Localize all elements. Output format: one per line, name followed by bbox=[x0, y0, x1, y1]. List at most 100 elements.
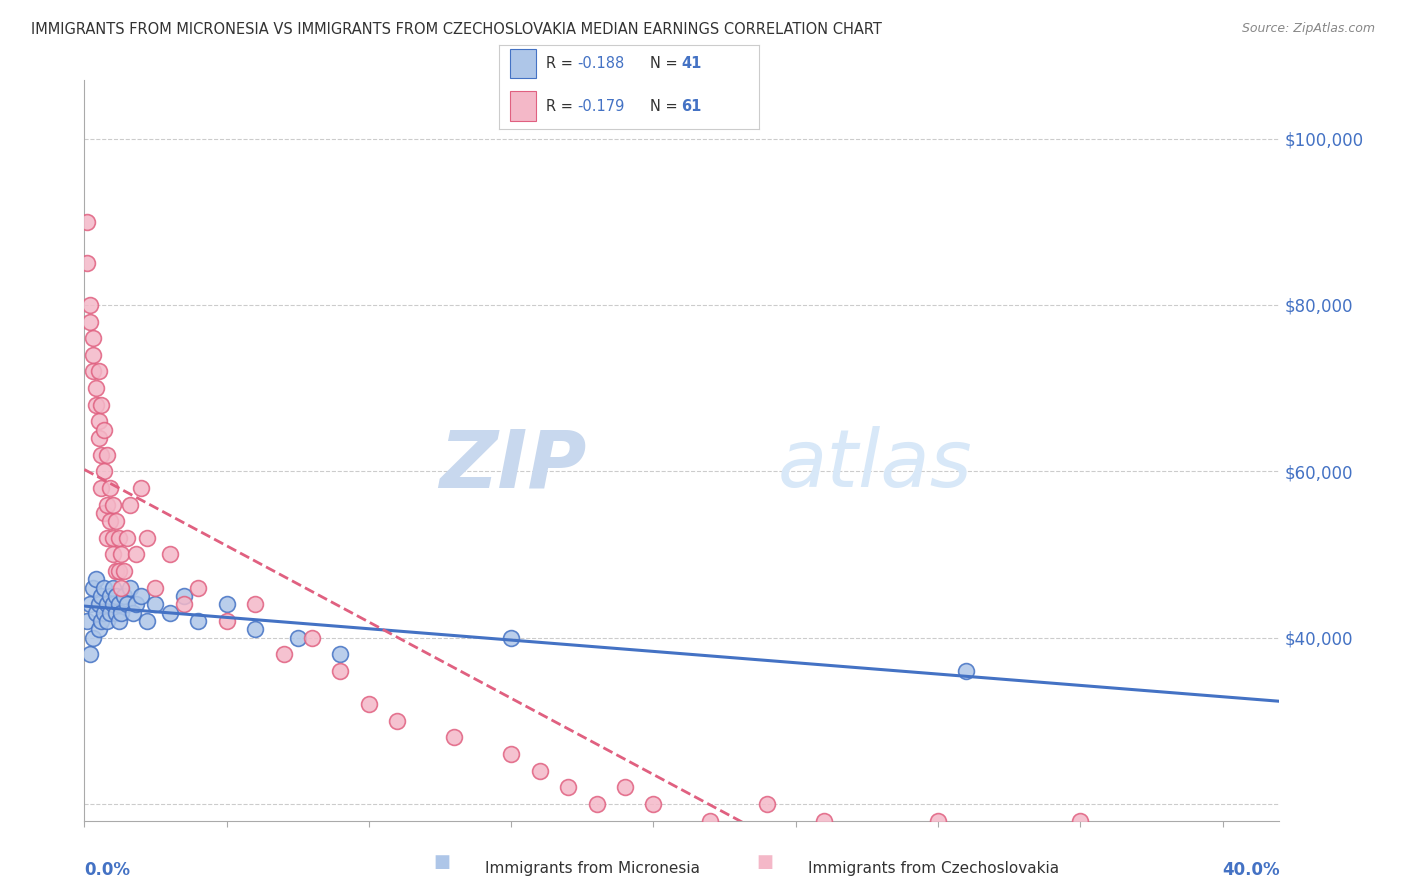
Point bbox=[187, 614, 209, 628]
Point bbox=[112, 589, 135, 603]
Point bbox=[243, 598, 266, 612]
Point bbox=[329, 647, 352, 661]
Point bbox=[79, 298, 101, 312]
Point bbox=[118, 581, 141, 595]
Point bbox=[136, 614, 159, 628]
Point bbox=[82, 331, 104, 345]
Point bbox=[756, 797, 779, 811]
Point bbox=[104, 589, 127, 603]
Point bbox=[96, 531, 118, 545]
Point bbox=[96, 498, 118, 512]
Point bbox=[98, 589, 121, 603]
Text: IMMIGRANTS FROM MICRONESIA VS IMMIGRANTS FROM CZECHOSLOVAKIA MEDIAN EARNINGS COR: IMMIGRANTS FROM MICRONESIA VS IMMIGRANTS… bbox=[31, 22, 882, 37]
Point bbox=[110, 606, 132, 620]
Point bbox=[90, 614, 112, 628]
Point bbox=[107, 614, 129, 628]
Text: ■: ■ bbox=[433, 854, 450, 871]
Point bbox=[529, 764, 551, 778]
Point bbox=[87, 623, 110, 637]
Point bbox=[76, 256, 98, 270]
Point bbox=[101, 581, 124, 595]
FancyBboxPatch shape bbox=[509, 91, 536, 120]
Text: 41: 41 bbox=[682, 56, 702, 71]
Point bbox=[90, 481, 112, 495]
Point bbox=[107, 564, 129, 578]
Point bbox=[84, 381, 107, 395]
Point bbox=[124, 598, 146, 612]
Text: R =: R = bbox=[546, 98, 578, 113]
Point bbox=[104, 564, 127, 578]
Point bbox=[87, 431, 110, 445]
Text: -0.188: -0.188 bbox=[578, 56, 624, 71]
Point bbox=[82, 631, 104, 645]
Text: N =: N = bbox=[650, 56, 682, 71]
Point bbox=[118, 498, 141, 512]
Point bbox=[124, 548, 146, 562]
Point bbox=[187, 581, 209, 595]
Point bbox=[301, 631, 323, 645]
Point bbox=[90, 448, 112, 462]
Point bbox=[96, 448, 118, 462]
Point bbox=[129, 481, 152, 495]
Point bbox=[93, 606, 115, 620]
Point bbox=[215, 614, 238, 628]
Text: -0.179: -0.179 bbox=[578, 98, 624, 113]
Point bbox=[96, 614, 118, 628]
Point bbox=[104, 514, 127, 528]
Point bbox=[443, 731, 465, 745]
Text: 40.0%: 40.0% bbox=[1222, 862, 1279, 880]
Point bbox=[93, 581, 115, 595]
Point bbox=[215, 598, 238, 612]
Point bbox=[110, 548, 132, 562]
Point bbox=[243, 623, 266, 637]
Point bbox=[96, 598, 118, 612]
Point bbox=[121, 606, 143, 620]
Point bbox=[115, 598, 138, 612]
Point bbox=[101, 531, 124, 545]
Point bbox=[813, 814, 835, 828]
Point bbox=[90, 589, 112, 603]
Text: ■: ■ bbox=[756, 854, 773, 871]
Point bbox=[136, 531, 159, 545]
Point bbox=[82, 364, 104, 378]
Point bbox=[112, 564, 135, 578]
Point bbox=[329, 664, 352, 678]
Point bbox=[104, 606, 127, 620]
Point bbox=[101, 498, 124, 512]
Point bbox=[76, 215, 98, 229]
Text: ZIP: ZIP bbox=[439, 426, 586, 504]
Point bbox=[110, 581, 132, 595]
Point bbox=[107, 598, 129, 612]
Point bbox=[273, 647, 295, 661]
Text: R =: R = bbox=[546, 56, 578, 71]
Point bbox=[585, 797, 607, 811]
Point bbox=[98, 606, 121, 620]
Point bbox=[159, 606, 181, 620]
Point bbox=[501, 631, 523, 645]
FancyBboxPatch shape bbox=[509, 49, 536, 78]
Point bbox=[79, 314, 101, 328]
Point bbox=[93, 464, 115, 478]
Text: Source: ZipAtlas.com: Source: ZipAtlas.com bbox=[1241, 22, 1375, 36]
Point bbox=[643, 797, 665, 811]
Text: atlas: atlas bbox=[778, 426, 973, 504]
Point bbox=[107, 531, 129, 545]
Text: Immigrants from Micronesia: Immigrants from Micronesia bbox=[485, 861, 700, 876]
Point bbox=[82, 348, 104, 362]
Point bbox=[82, 581, 104, 595]
Point bbox=[173, 589, 195, 603]
Text: Immigrants from Czechoslovakia: Immigrants from Czechoslovakia bbox=[808, 861, 1060, 876]
Point bbox=[84, 398, 107, 412]
Point bbox=[699, 814, 721, 828]
Point bbox=[76, 614, 98, 628]
Point bbox=[101, 548, 124, 562]
Point bbox=[87, 414, 110, 428]
Point bbox=[145, 598, 167, 612]
Point bbox=[145, 581, 167, 595]
Point bbox=[84, 606, 107, 620]
Point bbox=[159, 548, 181, 562]
Point bbox=[87, 364, 110, 378]
Point bbox=[614, 780, 637, 795]
Point bbox=[87, 598, 110, 612]
Point bbox=[93, 506, 115, 520]
